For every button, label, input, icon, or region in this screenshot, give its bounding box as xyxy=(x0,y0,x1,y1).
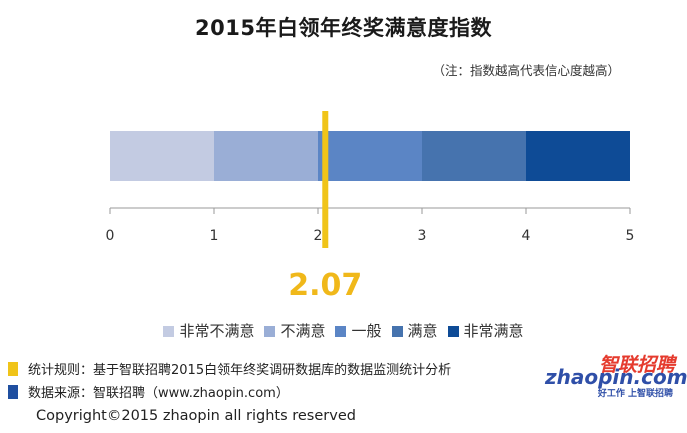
footer-source: 数据来源：智联招聘（www.zhaopin.com） xyxy=(8,382,289,401)
x-tick-label-1: 1 xyxy=(210,228,219,244)
legend-swatch xyxy=(163,326,175,337)
source-marker xyxy=(8,385,18,399)
index-bar-chart: 0 1 2 3 4 5 xyxy=(106,111,635,248)
x-tick-label-3: 3 xyxy=(418,228,427,244)
bar-segment-4 xyxy=(422,131,526,181)
bar-segment-5 xyxy=(526,131,630,181)
footer-rule-text: 统计规则：基于智联招聘2015白领年终奖调研数据库的数据监测统计分析 xyxy=(28,363,452,378)
x-tick-label-2: 2 xyxy=(314,228,323,244)
x-tick-label-5: 5 xyxy=(626,228,635,244)
legend-swatch xyxy=(391,326,403,337)
legend-item-3: 一般 xyxy=(335,320,382,341)
footer-rule: 统计规则：基于智联招聘2015白领年终奖调研数据库的数据监测统计分析 xyxy=(8,359,451,378)
legend-item-4: 满意 xyxy=(391,320,438,341)
legend-swatch xyxy=(264,326,276,337)
logo-en: zhaopin.com xyxy=(545,365,687,389)
copyright: Copyright©2015 zhaopin all rights reserv… xyxy=(36,408,356,424)
x-tick-label-4: 4 xyxy=(522,228,531,244)
legend-item-5: 非常满意 xyxy=(447,320,524,341)
footer-source-text: 数据来源：智联招聘（www.zhaopin.com） xyxy=(28,386,289,401)
legend-label: 一般 xyxy=(351,322,382,340)
legend-swatch xyxy=(447,326,459,337)
legend-item-1: 非常不满意 xyxy=(163,320,254,341)
legend-label: 不满意 xyxy=(280,322,326,340)
legend-swatch xyxy=(335,326,347,337)
logo-cn: 智联招聘 xyxy=(598,354,675,376)
legend-label: 非常满意 xyxy=(463,322,524,340)
zhaopin-logo: 智联招聘 zhaopin.com 好工作 上智联招聘 xyxy=(545,350,687,399)
x-tick-label-0: 0 xyxy=(106,228,115,244)
bar-segment-2 xyxy=(214,131,318,181)
bar-segment-1 xyxy=(110,131,214,181)
chart-note: （注：指数越高代表信心度越高） xyxy=(432,63,620,78)
marker-value-label: 2.07 xyxy=(288,268,363,303)
bar-segment-3 xyxy=(318,131,422,181)
value-marker-line xyxy=(322,111,329,248)
legend-item-2: 不满意 xyxy=(264,320,325,341)
rule-marker xyxy=(8,362,18,376)
legend: 非常不满意 不满意 一般 满意 非常满意 xyxy=(0,320,687,341)
legend-label: 非常不满意 xyxy=(179,322,255,340)
logo-tagline: 好工作 上智联招聘 xyxy=(597,389,673,399)
chart-title: 2015年白领年终奖满意度指数 xyxy=(195,16,492,40)
legend-label: 满意 xyxy=(407,322,438,340)
